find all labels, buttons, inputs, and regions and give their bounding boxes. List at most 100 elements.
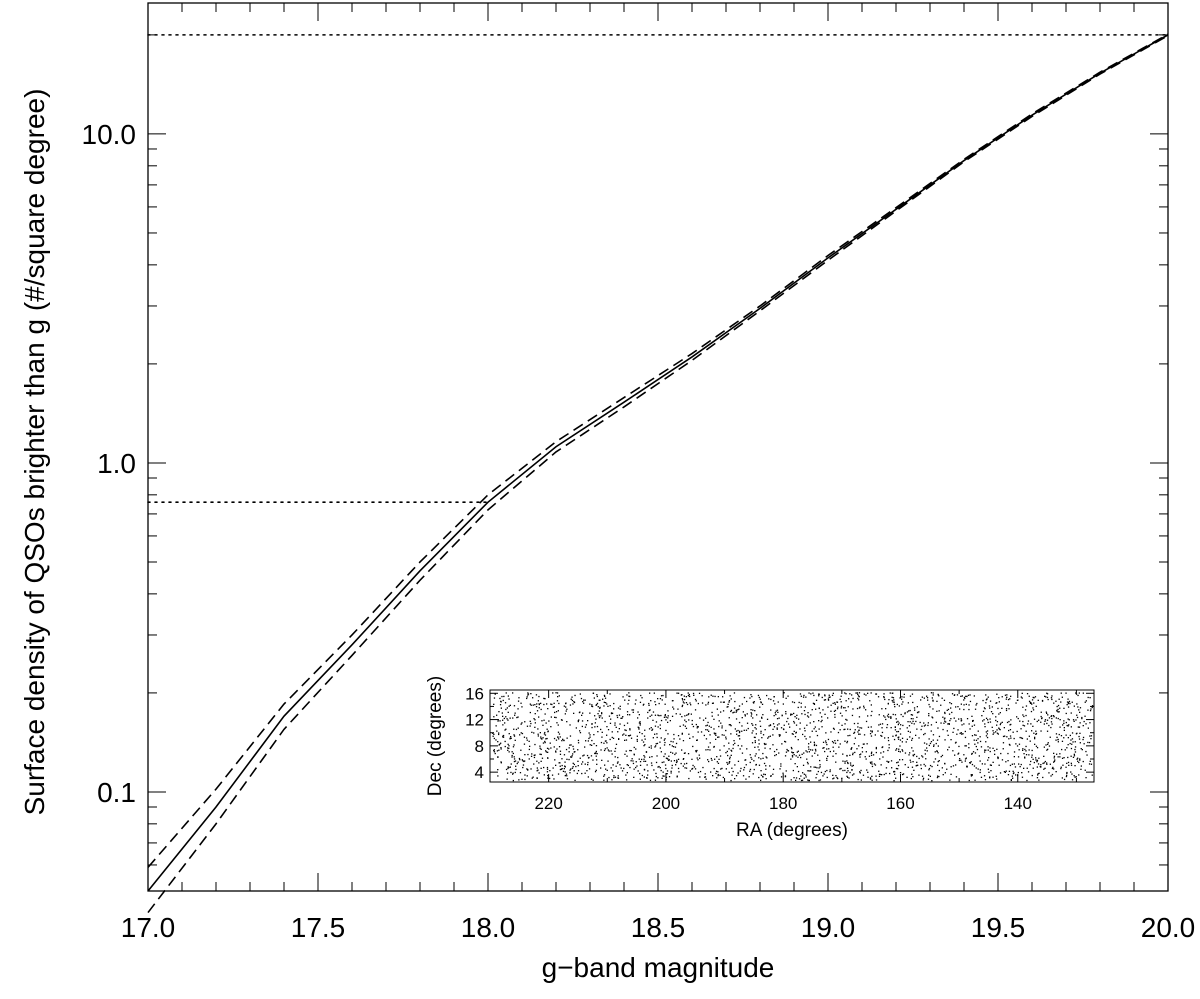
- inset-point: [507, 747, 509, 749]
- inset-point: [760, 779, 762, 781]
- inset-point: [826, 759, 828, 761]
- inset-point: [1018, 743, 1021, 745]
- inset-point: [508, 705, 510, 707]
- inset-point: [961, 733, 963, 735]
- inset-point: [976, 748, 979, 751]
- inset-point: [1073, 775, 1075, 777]
- inset-point: [1020, 763, 1022, 766]
- inset-point: [866, 743, 868, 745]
- inset-point: [667, 758, 669, 760]
- inset-point: [536, 710, 539, 712]
- inset-point: [530, 768, 532, 770]
- inset-point: [890, 760, 893, 762]
- inset-point: [1028, 700, 1031, 702]
- inset-point: [1079, 707, 1082, 709]
- inset-point: [566, 708, 568, 710]
- inset-point: [961, 724, 963, 726]
- inset-point: [663, 739, 665, 741]
- inset-point: [1030, 760, 1032, 763]
- inset-point: [629, 766, 631, 769]
- inset-point: [773, 726, 776, 728]
- x-tick-label: 19.0: [801, 912, 856, 943]
- inset-point: [1090, 763, 1093, 765]
- inset-point: [943, 699, 946, 701]
- inset-point: [824, 694, 826, 696]
- inset-point: [1071, 743, 1073, 745]
- inset-point: [497, 741, 499, 743]
- inset-point: [1024, 709, 1027, 711]
- inset-point: [493, 716, 495, 718]
- inset-point: [742, 775, 745, 777]
- inset-point: [624, 753, 626, 755]
- inset-point: [739, 730, 741, 732]
- inset-point: [948, 746, 950, 748]
- inset-point: [840, 767, 842, 770]
- inset-point: [582, 701, 584, 703]
- inset-point: [1057, 717, 1059, 720]
- inset-point: [625, 750, 627, 752]
- inset-point: [1016, 716, 1018, 718]
- inset-point: [790, 713, 792, 715]
- inset-point: [852, 708, 854, 710]
- inset-point: [531, 777, 533, 779]
- inset-point: [1068, 724, 1070, 726]
- inset-point: [1077, 694, 1079, 697]
- inset-point: [1017, 771, 1019, 774]
- inset-point: [1088, 763, 1091, 765]
- inset-point: [726, 761, 728, 764]
- inset-point: [824, 699, 827, 701]
- inset-point: [728, 742, 730, 744]
- inset-point: [1061, 740, 1064, 742]
- inset-point: [730, 754, 732, 756]
- inset-point: [800, 706, 802, 708]
- inset-point: [1033, 697, 1035, 699]
- inset-point: [991, 706, 993, 708]
- inset-point: [649, 692, 651, 694]
- inset-point: [730, 698, 732, 700]
- inset-point: [588, 768, 591, 770]
- inset-point: [587, 757, 590, 759]
- inset-point: [998, 713, 1000, 715]
- inset-point: [1057, 708, 1059, 711]
- inset-point: [1009, 744, 1011, 746]
- inset-point: [712, 702, 714, 704]
- inset-point: [887, 749, 889, 752]
- inset-point: [996, 721, 999, 723]
- inset-point: [647, 717, 649, 719]
- inset-point: [824, 770, 826, 773]
- inset-point: [1002, 735, 1005, 738]
- inset-point: [918, 711, 920, 713]
- inset-point: [739, 748, 741, 750]
- inset-point: [658, 715, 660, 717]
- inset-point: [673, 708, 675, 710]
- inset-point: [1009, 764, 1012, 767]
- inset-plot-frame: [489, 689, 1095, 783]
- inset-point: [1059, 753, 1061, 755]
- inset-point: [520, 702, 522, 704]
- inset-point: [1031, 754, 1033, 756]
- inset-point: [797, 739, 799, 741]
- inset-point: [960, 695, 962, 697]
- inset-point: [725, 768, 727, 770]
- inset-point: [753, 702, 755, 704]
- inset-point: [563, 754, 566, 756]
- inset-point: [760, 732, 762, 734]
- inset-point: [810, 770, 812, 772]
- inset-point: [1075, 693, 1078, 695]
- inset-point: [666, 773, 668, 775]
- inset-point: [815, 730, 817, 732]
- inset-point: [1020, 737, 1023, 739]
- inset-point: [850, 748, 852, 750]
- inset-point: [544, 741, 546, 744]
- inset-point: [1073, 753, 1075, 755]
- inset-point: [791, 756, 794, 758]
- inset-point: [1002, 748, 1004, 750]
- inset-point: [1014, 766, 1017, 768]
- inset-point: [1076, 716, 1079, 719]
- inset-point: [952, 750, 954, 752]
- inset-scatter-points: [492, 692, 1094, 782]
- inset-point: [733, 740, 735, 742]
- inset-point: [806, 751, 808, 753]
- inset-point: [618, 714, 621, 716]
- inset-point: [918, 737, 920, 739]
